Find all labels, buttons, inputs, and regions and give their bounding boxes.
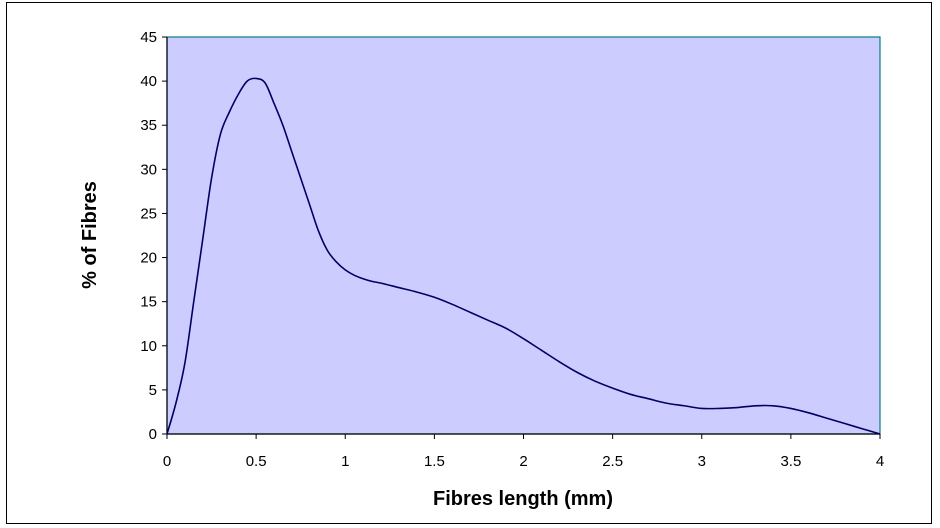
y-tick-label: 10 xyxy=(140,338,157,355)
y-tick-label: 45 xyxy=(140,29,157,46)
x-tick-label: 1.5 xyxy=(424,453,445,470)
y-tick-label: 15 xyxy=(140,294,157,311)
x-tick-label: 2.5 xyxy=(602,453,623,470)
y-tick-label: 20 xyxy=(140,250,157,267)
x-tick-label: 0.5 xyxy=(246,453,267,470)
x-tick-label: 4 xyxy=(876,453,884,470)
x-tick-label: 3.5 xyxy=(780,453,801,470)
x-axis-ticks: 0 0.5 1 1.5 2 2.5 3 3.5 4 xyxy=(163,434,884,470)
y-tick-label: 30 xyxy=(140,161,157,178)
x-tick-label: 2 xyxy=(519,453,527,470)
series-line-fibres xyxy=(166,77,881,435)
y-tick-label: 35 xyxy=(140,117,157,134)
y-tick-label: 25 xyxy=(140,205,157,222)
x-tick-label: 3 xyxy=(698,453,706,470)
y-tick-label: 5 xyxy=(149,382,157,399)
x-axis-title: Fibres length (mm) xyxy=(433,488,613,510)
y-tick-label: 0 xyxy=(149,426,157,443)
x-tick-label: 0 xyxy=(163,453,171,470)
y-axis-title: % of Fibres xyxy=(79,181,101,289)
plot-area xyxy=(166,36,881,435)
y-axis-ticks: 0 5 10 15 20 25 30 35 40 45 xyxy=(140,29,167,443)
y-tick-label: 40 xyxy=(140,73,157,90)
x-tick-label: 1 xyxy=(341,453,349,470)
